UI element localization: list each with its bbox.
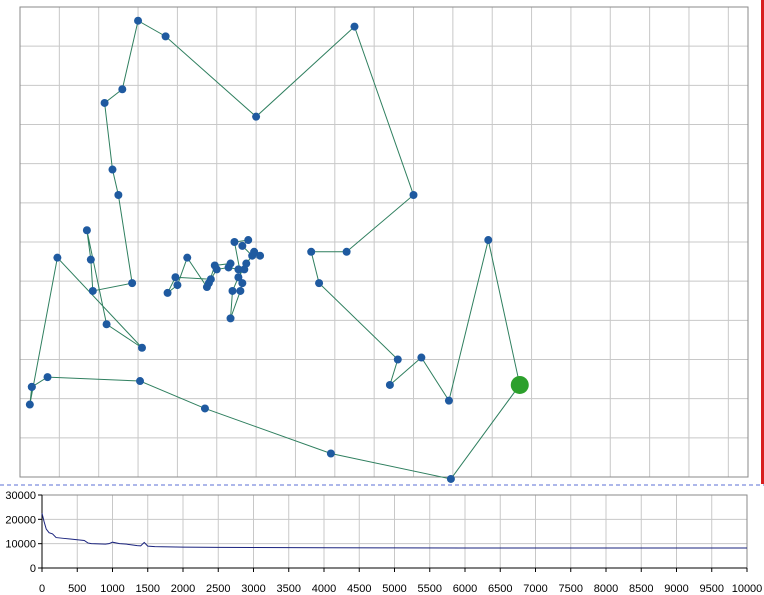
x-tick-label: 5500 xyxy=(418,583,442,595)
city-point xyxy=(417,353,426,362)
city-point xyxy=(43,373,52,382)
city-point xyxy=(307,247,316,256)
x-tick-label: 1000 xyxy=(100,583,124,595)
city-point xyxy=(212,265,221,274)
city-point xyxy=(256,251,265,260)
city-point xyxy=(128,279,137,288)
y-tick-label: 10000 xyxy=(5,539,36,551)
city-point xyxy=(102,320,111,329)
city-point xyxy=(444,396,453,405)
city-point xyxy=(88,286,97,295)
x-tick-label: 9500 xyxy=(700,583,724,595)
city-point xyxy=(53,253,62,262)
city-point xyxy=(228,286,237,295)
city-point xyxy=(409,191,418,199)
city-point xyxy=(100,98,109,107)
x-tick-label: 4000 xyxy=(312,583,336,595)
city-point xyxy=(393,355,402,364)
x-tick-label: 6500 xyxy=(488,583,512,595)
x-tick-label: 2000 xyxy=(171,583,195,595)
city-point xyxy=(163,288,172,297)
city-point xyxy=(484,236,493,245)
city-point xyxy=(234,273,243,282)
city-point xyxy=(446,474,455,483)
x-tick-label: 9000 xyxy=(664,583,688,595)
city-point xyxy=(86,255,95,264)
x-tick-label: 2500 xyxy=(206,583,230,595)
tour-map-chart xyxy=(19,6,749,483)
x-tick-label: 7500 xyxy=(559,583,583,595)
city-point xyxy=(137,343,146,352)
x-tick-label: 8500 xyxy=(629,583,653,595)
city-point xyxy=(252,112,261,121)
current-city-marker xyxy=(510,375,529,394)
city-point xyxy=(244,236,253,245)
city-point xyxy=(238,279,247,288)
city-point xyxy=(224,263,233,272)
city-point xyxy=(108,165,117,174)
city-point xyxy=(236,286,245,295)
city-point xyxy=(326,449,335,458)
city-point xyxy=(200,404,209,413)
city-point xyxy=(161,32,170,41)
city-point xyxy=(342,247,351,256)
x-tick-label: 6000 xyxy=(453,583,477,595)
city-point xyxy=(25,400,34,409)
city-point xyxy=(230,238,239,246)
city-point xyxy=(171,273,180,282)
city-point xyxy=(114,191,123,199)
progress-chart: 0 10000 20000 30000 0 500 1000 1500 2000 2500 3000… xyxy=(5,490,762,595)
city-point xyxy=(202,283,211,292)
city-point xyxy=(234,265,243,274)
plot-frame xyxy=(19,6,749,478)
city-point xyxy=(242,259,251,268)
city-point xyxy=(226,314,235,323)
x-tick-label: 8000 xyxy=(594,583,618,595)
x-tick-label: 4500 xyxy=(347,583,371,595)
x-tick-label: 10000 xyxy=(732,583,763,595)
city-point xyxy=(173,281,182,290)
city-point xyxy=(350,22,359,31)
city-point xyxy=(238,241,247,250)
city-point xyxy=(134,16,143,25)
y-tick-label: 0 xyxy=(30,563,36,575)
series-line xyxy=(41,513,747,549)
x-tick-label: 3000 xyxy=(241,583,265,595)
x-tick-label: 1500 xyxy=(136,583,160,595)
x-tick-label: 5000 xyxy=(382,583,406,595)
y-tick-label: 20000 xyxy=(5,514,36,526)
city-point xyxy=(250,247,259,256)
x-tick-label: 500 xyxy=(68,583,86,595)
city-point xyxy=(136,377,145,386)
x-tick-label: 7000 xyxy=(523,583,547,595)
city-point xyxy=(183,253,192,262)
city-point xyxy=(27,382,36,391)
city-point xyxy=(206,275,215,284)
x-tick-label: 3500 xyxy=(277,583,301,595)
city-point xyxy=(385,380,394,389)
city-point xyxy=(118,85,127,94)
window-edge xyxy=(761,0,764,484)
city-point xyxy=(82,226,91,235)
y-tick-label: 30000 xyxy=(5,490,36,502)
city-point xyxy=(315,279,324,288)
x-tick-label: 0 xyxy=(39,583,45,595)
